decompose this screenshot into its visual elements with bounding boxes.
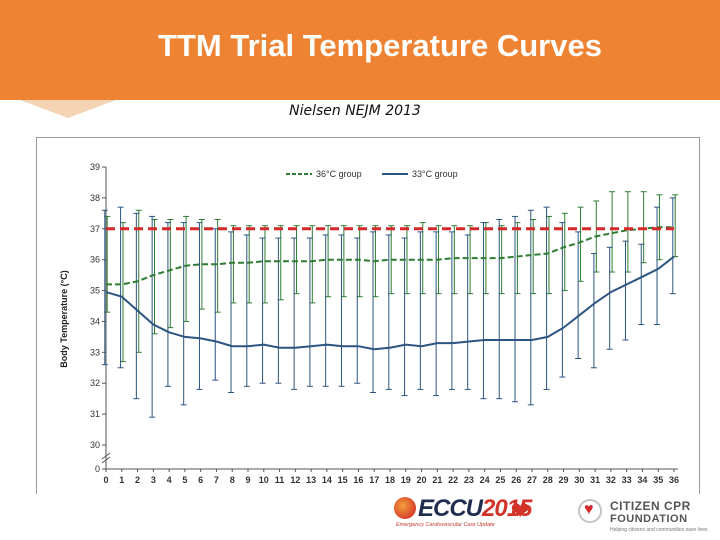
x-tick-label: 15 — [338, 475, 348, 485]
x-tick-label: 25 — [495, 475, 505, 485]
x-tick-label: 5 — [182, 475, 187, 485]
x-tick-label: 34 — [637, 475, 647, 485]
x-tick-label: 3 — [151, 475, 156, 485]
ccf-name-line1: CITIZEN CPR — [610, 499, 691, 513]
x-tick-label: 12 — [290, 475, 300, 485]
banner-notch — [20, 100, 116, 118]
x-tick-label: 24 — [480, 475, 490, 485]
x-tick-label: 13 — [306, 475, 316, 485]
ccf-logo-icon — [578, 499, 602, 523]
x-tick-label: 0 — [103, 475, 108, 485]
x-tick-label: 21 — [432, 475, 442, 485]
x-tick-label: 29 — [559, 475, 569, 485]
x-tick-label: 22 — [448, 475, 458, 485]
x-tick-label: 30 — [574, 475, 584, 485]
x-tick-label: 33 — [622, 475, 632, 485]
ecc-tagline: Emergency Cardiovascular Care Update — [396, 522, 495, 528]
series-36c-line — [106, 226, 674, 286]
series-group — [105, 226, 675, 351]
y-tick-label: 33 — [90, 347, 100, 357]
ecc-logo: ECCU2015 — [418, 495, 532, 523]
title-banner — [0, 0, 720, 100]
error-bars-group — [101, 191, 679, 418]
x-tick-label: 6 — [198, 475, 203, 485]
y-tick-label: 37 — [90, 224, 100, 234]
ecc-logo-icon — [394, 497, 416, 519]
x-tick-label: 23 — [464, 475, 474, 485]
legend-label: 36°C group — [316, 169, 362, 179]
ecc-logo-year: 2015 — [482, 495, 532, 522]
slide-title: TTM Trial Temperature Curves — [158, 28, 602, 63]
ccf-heart-icon: ♥ — [584, 501, 594, 518]
y-tick-label: 31 — [90, 409, 100, 419]
ccf-tagline: Helping citizens and communities save li… — [610, 527, 708, 533]
x-tick-label: 28 — [543, 475, 553, 485]
x-tick-label: 20 — [417, 475, 427, 485]
x-tick-label: 16 — [353, 475, 363, 485]
x-tick-label: 14 — [322, 475, 332, 485]
ccf-name-line2: FOUNDATION — [610, 513, 688, 525]
y-tick-label: 39 — [90, 162, 100, 172]
y-tick-label: 38 — [90, 193, 100, 203]
x-tick-label: 35 — [653, 475, 663, 485]
x-tick-label: 26 — [511, 475, 521, 485]
slide-subtitle: Nielsen NEJM 2013 — [289, 103, 421, 119]
legend-label: 33°C group — [412, 169, 458, 179]
y-tick-label: 0 — [95, 464, 100, 474]
y-tick-label: 36 — [90, 255, 100, 265]
x-tick-label: 2 — [135, 475, 140, 485]
y-axis-label: Body Temperature (°C) — [59, 270, 69, 367]
ecc-logo-text: ECCU — [418, 495, 483, 522]
axis-break-mark — [101, 456, 111, 464]
x-tick-label: 36 — [669, 475, 679, 485]
y-tick-label: 30 — [90, 440, 100, 450]
series-33c-line — [105, 255, 675, 351]
x-tick-label: 17 — [369, 475, 379, 485]
figure-frame — [36, 137, 700, 497]
x-tick-label: 8 — [230, 475, 235, 485]
y-tick-label: 35 — [90, 286, 100, 296]
x-tick-label: 9 — [245, 475, 250, 485]
x-tick-label: 31 — [590, 475, 600, 485]
x-tick-label: 18 — [385, 475, 395, 485]
x-tick-label: 4 — [167, 475, 172, 485]
x-tick-label: 10 — [259, 475, 269, 485]
axis-break-mark — [101, 452, 111, 460]
legend-group: 36°C group 33°C group — [286, 169, 458, 179]
x-tick-label: 1 — [119, 475, 124, 485]
y-tick-label: 34 — [90, 316, 100, 326]
x-tick-label: 27 — [527, 475, 537, 485]
x-tick-label: 11 — [275, 475, 285, 485]
y-tick-label: 32 — [90, 378, 100, 388]
x-tick-label: 32 — [606, 475, 616, 485]
ecc-heartbeat-icon: ❤ — [511, 498, 530, 523]
x-tick-label: 19 — [401, 475, 411, 485]
x-tick-label: 7 — [214, 475, 219, 485]
